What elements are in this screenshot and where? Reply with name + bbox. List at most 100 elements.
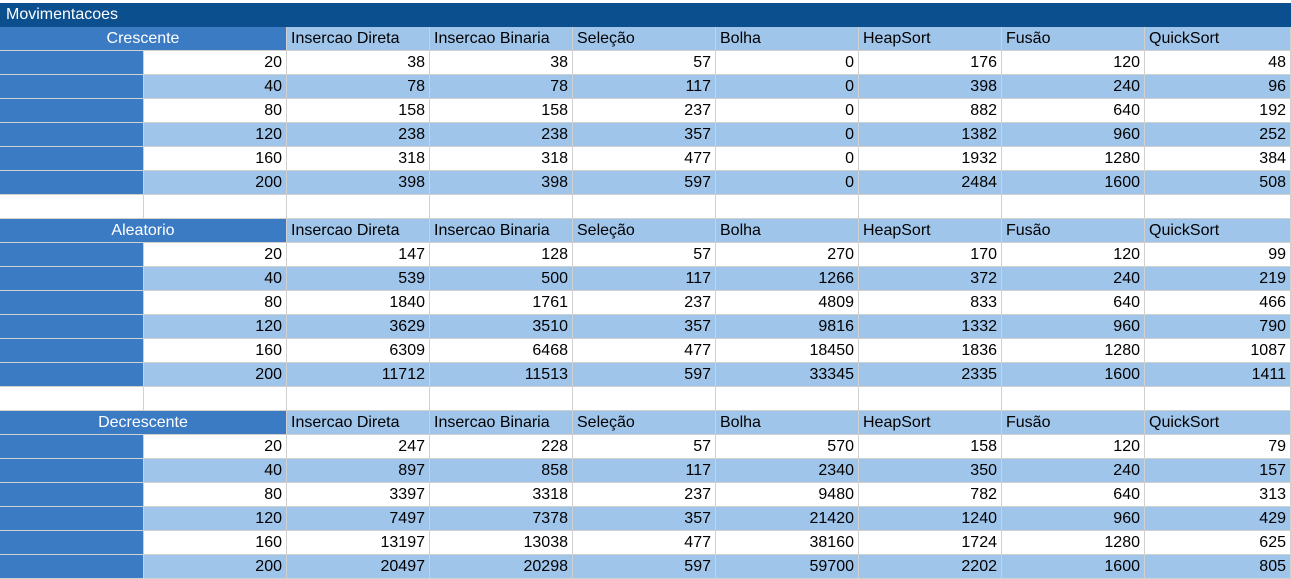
empty-cell[interactable] <box>1145 387 1291 411</box>
value-cell[interactable]: 1600 <box>1002 171 1145 195</box>
row-size-cell[interactable]: 20 <box>144 435 287 459</box>
value-cell[interactable]: 57 <box>573 243 716 267</box>
value-cell[interactable]: 477 <box>573 147 716 171</box>
column-header-cell[interactable]: QuickSort <box>1145 411 1291 435</box>
value-cell[interactable]: 78 <box>287 75 430 99</box>
column-header-cell[interactable]: Fusão <box>1002 411 1145 435</box>
value-cell[interactable]: 1724 <box>859 531 1002 555</box>
row-size-cell[interactable]: 20 <box>144 243 287 267</box>
value-cell[interactable]: 228 <box>430 435 573 459</box>
column-header-cell[interactable]: QuickSort <box>1145 27 1291 51</box>
value-cell[interactable]: 477 <box>573 339 716 363</box>
row-size-cell[interactable]: 200 <box>144 555 287 579</box>
value-cell[interactable]: 570 <box>716 435 859 459</box>
row-size-cell[interactable]: 200 <box>144 171 287 195</box>
row-size-cell[interactable]: 80 <box>144 291 287 315</box>
value-cell[interactable]: 158 <box>287 99 430 123</box>
column-header-cell[interactable]: HeapSort <box>859 219 1002 243</box>
value-cell[interactable]: 477 <box>573 531 716 555</box>
row-label-cell[interactable] <box>0 99 144 123</box>
value-cell[interactable]: 13197 <box>287 531 430 555</box>
value-cell[interactable]: 4809 <box>716 291 859 315</box>
value-cell[interactable]: 357 <box>573 123 716 147</box>
value-cell[interactable]: 0 <box>716 123 859 147</box>
row-label-cell[interactable] <box>0 315 144 339</box>
value-cell[interactable]: 3318 <box>430 483 573 507</box>
value-cell[interactable]: 79 <box>1145 435 1291 459</box>
row-label-cell[interactable] <box>0 435 144 459</box>
value-cell[interactable]: 2202 <box>859 555 1002 579</box>
value-cell[interactable]: 78 <box>430 75 573 99</box>
empty-cell[interactable] <box>1002 195 1145 219</box>
value-cell[interactable]: 500 <box>430 267 573 291</box>
value-cell[interactable]: 247 <box>287 435 430 459</box>
value-cell[interactable]: 833 <box>859 291 1002 315</box>
value-cell[interactable]: 120 <box>1002 435 1145 459</box>
row-size-cell[interactable]: 120 <box>144 507 287 531</box>
value-cell[interactable]: 357 <box>573 507 716 531</box>
value-cell[interactable]: 240 <box>1002 267 1145 291</box>
row-label-cell[interactable] <box>0 339 144 363</box>
value-cell[interactable]: 170 <box>859 243 1002 267</box>
value-cell[interactable]: 238 <box>430 123 573 147</box>
column-header-cell[interactable]: HeapSort <box>859 411 1002 435</box>
row-label-cell[interactable] <box>0 531 144 555</box>
value-cell[interactable]: 357 <box>573 315 716 339</box>
value-cell[interactable]: 0 <box>716 99 859 123</box>
value-cell[interactable]: 625 <box>1145 531 1291 555</box>
value-cell[interactable]: 960 <box>1002 123 1145 147</box>
column-header-cell[interactable]: Bolha <box>716 219 859 243</box>
value-cell[interactable]: 2335 <box>859 363 1002 387</box>
value-cell[interactable]: 3397 <box>287 483 430 507</box>
value-cell[interactable]: 238 <box>287 123 430 147</box>
value-cell[interactable]: 147 <box>287 243 430 267</box>
empty-cell[interactable] <box>859 195 1002 219</box>
value-cell[interactable]: 1280 <box>1002 531 1145 555</box>
row-label-cell[interactable] <box>0 483 144 507</box>
value-cell[interactable]: 318 <box>430 147 573 171</box>
value-cell[interactable]: 313 <box>1145 483 1291 507</box>
value-cell[interactable]: 157 <box>1145 459 1291 483</box>
column-header-cell[interactable]: Insercao Binaria <box>430 411 573 435</box>
value-cell[interactable]: 11513 <box>430 363 573 387</box>
value-cell[interactable]: 117 <box>573 267 716 291</box>
section-label-cell[interactable]: Crescente <box>0 27 287 51</box>
value-cell[interactable]: 158 <box>859 435 1002 459</box>
value-cell[interactable]: 790 <box>1145 315 1291 339</box>
row-label-cell[interactable] <box>0 123 144 147</box>
value-cell[interactable]: 57 <box>573 51 716 75</box>
value-cell[interactable]: 120 <box>1002 243 1145 267</box>
value-cell[interactable]: 640 <box>1002 291 1145 315</box>
section-label-cell[interactable]: Aleatorio <box>0 219 287 243</box>
value-cell[interactable]: 350 <box>859 459 1002 483</box>
value-cell[interactable]: 240 <box>1002 75 1145 99</box>
row-size-cell[interactable]: 40 <box>144 267 287 291</box>
column-header-cell[interactable]: Bolha <box>716 411 859 435</box>
value-cell[interactable]: 1382 <box>859 123 1002 147</box>
value-cell[interactable]: 805 <box>1145 555 1291 579</box>
empty-cell[interactable] <box>0 195 144 219</box>
row-label-cell[interactable] <box>0 75 144 99</box>
sheet-title-cell[interactable]: Movimentacoes <box>6 6 119 23</box>
column-header-cell[interactable]: Insercao Binaria <box>430 219 573 243</box>
value-cell[interactable]: 99 <box>1145 243 1291 267</box>
value-cell[interactable]: 96 <box>1145 75 1291 99</box>
value-cell[interactable]: 539 <box>287 267 430 291</box>
value-cell[interactable]: 18450 <box>716 339 859 363</box>
value-cell[interactable]: 9816 <box>716 315 859 339</box>
value-cell[interactable]: 398 <box>287 171 430 195</box>
value-cell[interactable]: 782 <box>859 483 1002 507</box>
row-size-cell[interactable]: 200 <box>144 363 287 387</box>
value-cell[interactable]: 20497 <box>287 555 430 579</box>
value-cell[interactable]: 48 <box>1145 51 1291 75</box>
row-size-cell[interactable]: 20 <box>144 51 287 75</box>
empty-cell[interactable] <box>573 387 716 411</box>
value-cell[interactable]: 1932 <box>859 147 1002 171</box>
value-cell[interactable]: 57 <box>573 435 716 459</box>
column-header-cell[interactable]: Seleção <box>573 219 716 243</box>
empty-cell[interactable] <box>573 195 716 219</box>
value-cell[interactable]: 237 <box>573 291 716 315</box>
column-header-cell[interactable]: Bolha <box>716 27 859 51</box>
row-label-cell[interactable] <box>0 147 144 171</box>
section-label-cell[interactable]: Decrescente <box>0 411 287 435</box>
